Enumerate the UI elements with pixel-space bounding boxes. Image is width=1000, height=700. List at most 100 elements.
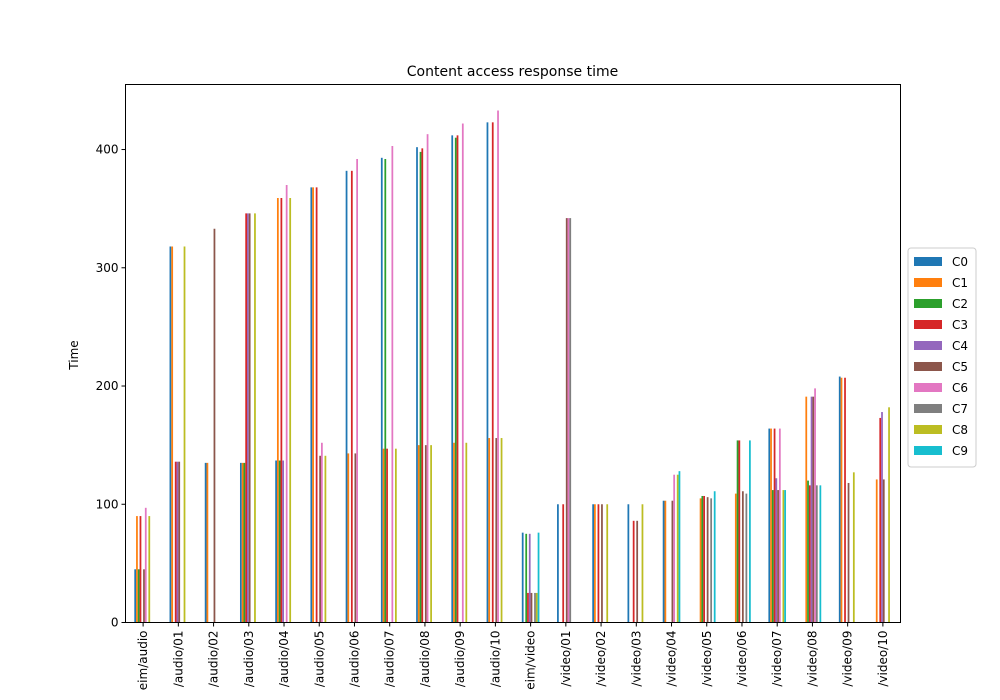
bar-c8-20 [852, 472, 855, 623]
legend-swatch-c1 [914, 278, 942, 287]
chart-title: Content access response time [407, 64, 618, 80]
legend-swatch-c7 [914, 404, 942, 413]
bar-c0-7 [380, 157, 383, 623]
bar-c1-4 [276, 198, 279, 623]
bar-c6-0 [144, 507, 147, 623]
legend-label-c2: C2 [952, 297, 968, 311]
y-tick-label-3: 300 [96, 261, 119, 275]
bar-c3-14 [632, 520, 635, 623]
bar-c1-9 [453, 442, 455, 623]
bar-c7-12 [569, 218, 572, 623]
x-tick-label-13: /video/02 [594, 631, 608, 687]
bar-c0-12 [557, 504, 559, 623]
bar-c6-12 [567, 218, 570, 623]
bar-c6-7 [391, 145, 394, 623]
bar-c4-3 [247, 213, 249, 623]
bar-c3-16 [703, 495, 705, 623]
x-tick-label-2: /audio/02 [207, 631, 221, 688]
x-tick-label-3: /audio/03 [242, 631, 256, 688]
bar-c9-16 [713, 491, 716, 623]
bar-c3-13 [597, 504, 600, 623]
bar-c0-9 [451, 135, 454, 623]
bar-c5-21 [882, 479, 885, 623]
x-tick-label-5: /audio/05 [312, 631, 326, 688]
bar-c9-18 [784, 490, 787, 623]
bar-c6-6 [356, 158, 358, 623]
bar-c5-0 [143, 569, 145, 623]
bar-c0-18 [768, 428, 771, 623]
bar-c0-1 [169, 246, 172, 623]
bar-c5-17 [741, 491, 744, 623]
legend-swatch-c8 [914, 425, 942, 434]
bar-c0-8 [416, 147, 418, 623]
bar-c8-15 [676, 474, 679, 623]
bar-c1-18 [770, 428, 772, 623]
bar-c8-0 [148, 516, 151, 623]
bar-c2-3 [243, 462, 246, 623]
bar-c5-5 [319, 455, 322, 623]
bar-c6-9 [461, 123, 464, 623]
bar-c5-14 [636, 520, 639, 623]
legend-label-c9: C9 [952, 444, 968, 458]
bar-c1-0 [136, 516, 138, 623]
x-tick-label-7: /audio/07 [383, 631, 397, 688]
x-tick-label-9: /audio/09 [453, 631, 467, 688]
x-tick-label-17: /video/06 [735, 631, 749, 687]
bar-c3-11 [527, 592, 529, 623]
bar-c0-6 [345, 170, 348, 623]
legend-swatch-c5 [914, 362, 942, 371]
bar-c8-1 [183, 246, 186, 623]
y-tick-label-4: 400 [96, 143, 119, 157]
bar-c1-8 [417, 445, 420, 623]
bar-c4-4 [282, 460, 285, 623]
bar-c2-7 [384, 158, 387, 623]
x-tick-label-16: /video/05 [700, 631, 714, 687]
bar-c5-1 [178, 461, 181, 623]
bar-c0-13 [592, 504, 595, 623]
bar-c3-3 [245, 213, 248, 623]
bar-c3-8 [421, 148, 424, 623]
x-tick-label-8: /audio/08 [418, 631, 432, 688]
legend-label-c7: C7 [952, 402, 968, 416]
bar-c3-17 [738, 440, 741, 623]
bar-c3-12 [562, 504, 565, 623]
bar-c1-3 [241, 462, 244, 623]
bar-c2-16 [701, 495, 704, 623]
bar-c6-4 [285, 185, 288, 623]
bar-c5-15 [671, 500, 674, 623]
bar-c5-18 [777, 490, 779, 623]
bar-c8-21 [888, 407, 890, 623]
bar-c1-7 [382, 448, 385, 623]
bar-c5-3 [248, 213, 251, 623]
bar-c5-2 [213, 228, 216, 623]
bar-c3-7 [386, 448, 388, 623]
legend-swatch-c6 [914, 383, 942, 392]
bar-c0-11 [521, 532, 524, 623]
bar-c0-20 [838, 376, 841, 623]
bar-c0-3 [239, 462, 242, 623]
bar-c6-15 [673, 474, 676, 623]
bar-c7-19 [815, 485, 818, 623]
x-tick-label-10: /audio/10 [488, 631, 502, 688]
bar-c1-5 [312, 187, 314, 623]
bar-c2-0 [137, 569, 140, 623]
bar-c1-10 [488, 438, 491, 623]
legend-swatch-c4 [914, 341, 942, 350]
y-tick-label-2: 200 [96, 379, 119, 393]
bar-c9-19 [819, 485, 822, 623]
bar-c5-16 [706, 497, 709, 623]
bar-c0-2 [204, 462, 207, 623]
bar-c4-1 [176, 461, 179, 623]
bar-c3-18 [773, 428, 776, 623]
legend-label-c1: C1 [952, 276, 968, 290]
bar-c8-11 [535, 592, 538, 623]
bar-c8-18 [782, 490, 785, 623]
bar-c3-4 [280, 198, 283, 623]
bar-c1-6 [347, 453, 350, 623]
legend-swatch-c2 [914, 299, 942, 308]
bar-c1-1 [171, 246, 174, 623]
bar-c6-5 [321, 442, 323, 623]
y-axis: 0 100 200 300 400 [96, 143, 126, 630]
bar-c8-4 [289, 198, 292, 623]
x-tick-label-15: /video/04 [665, 631, 679, 687]
